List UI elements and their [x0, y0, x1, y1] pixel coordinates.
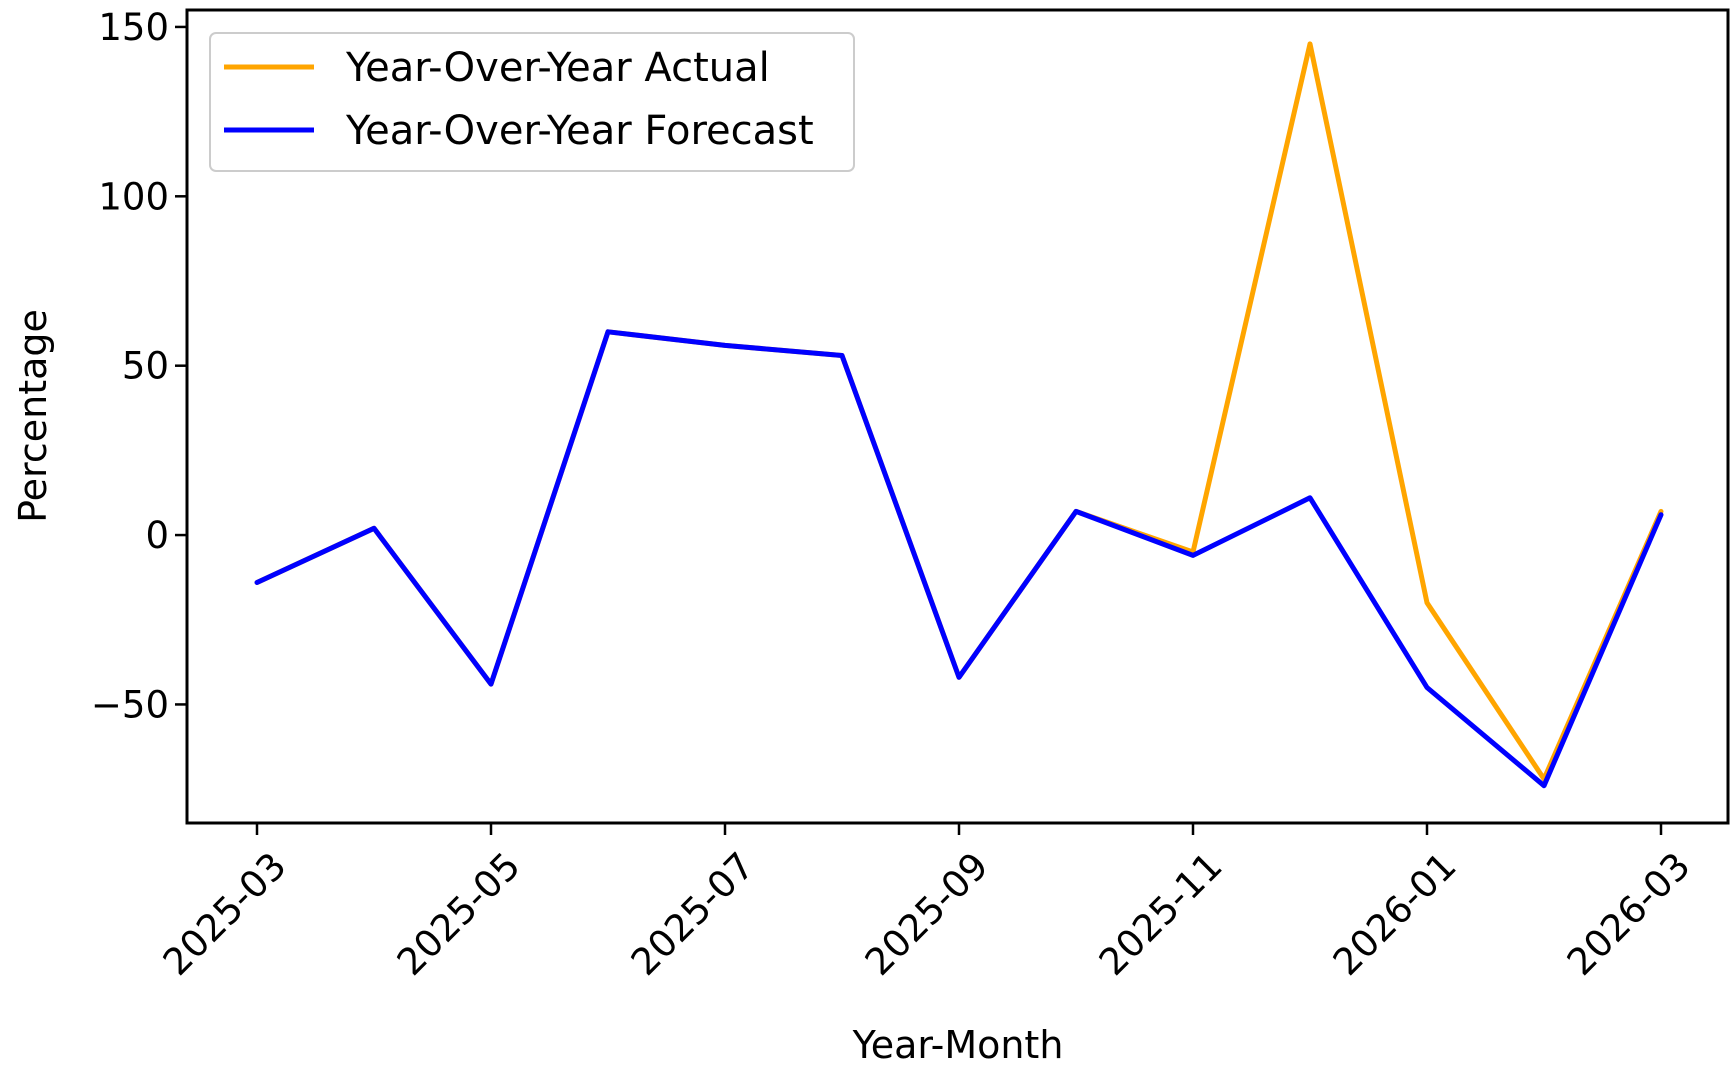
y-tick-label: 50	[122, 345, 169, 388]
plot-area-frame	[185, 8, 1730, 825]
legend-label-forecast: Year-Over-Year Forecast	[345, 108, 814, 154]
y-axis: −50 0 50 100 150	[91, 6, 187, 726]
y-tick-label: −50	[91, 683, 169, 726]
y-tick-label: 100	[98, 175, 169, 218]
legend-box	[209, 32, 855, 172]
y-axis-label: Percentage	[11, 309, 55, 523]
y-tick-label: 150	[98, 6, 169, 49]
series-line-forecast	[254, 329, 1664, 789]
legend: Year-Over-Year Actual Year-Over-Year For…	[209, 32, 855, 172]
series-layer	[254, 41, 1664, 789]
x-axis-label: Year-Month	[852, 1023, 1064, 1065]
legend-label-actual: Year-Over-Year Actual	[345, 45, 770, 91]
y-tick-label: 0	[145, 514, 169, 557]
